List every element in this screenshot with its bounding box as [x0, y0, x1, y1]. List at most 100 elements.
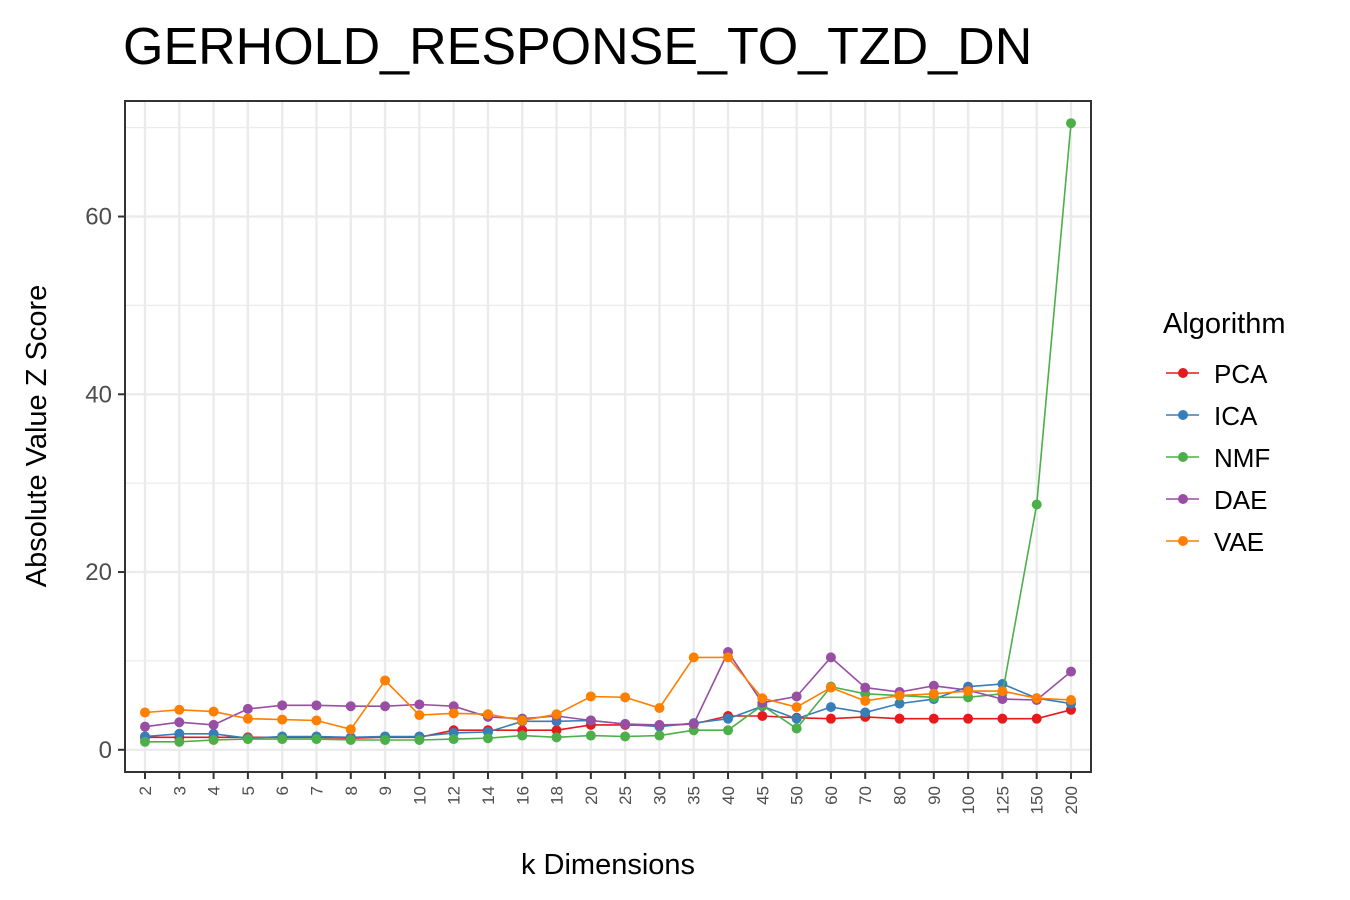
- data-point-dae: [140, 721, 150, 732]
- data-point-nmf: [208, 735, 219, 746]
- legend-item-dae: DAE: [1166, 485, 1267, 515]
- x-tick-label: 4: [205, 786, 224, 795]
- x-tick-label: 30: [650, 786, 669, 805]
- data-point-nmf: [517, 730, 528, 741]
- data-point-dae: [277, 700, 288, 711]
- data-point-vae: [585, 691, 596, 702]
- data-point-nmf: [551, 732, 562, 743]
- series-layer: [140, 118, 1076, 747]
- data-point-nmf: [1031, 499, 1042, 510]
- x-tick-label: 20: [582, 786, 601, 805]
- y-tick-label: 0: [99, 737, 112, 764]
- data-point-dae: [1066, 666, 1076, 677]
- data-point-vae: [448, 708, 459, 719]
- data-point-pca: [928, 713, 939, 724]
- x-tick-label: 80: [891, 786, 910, 805]
- data-point-ica: [723, 713, 734, 724]
- data-point-vae: [963, 686, 974, 697]
- x-tick-label: 3: [170, 786, 189, 795]
- data-point-pca: [894, 713, 905, 724]
- data-point-vae: [757, 693, 768, 704]
- data-point-dae: [620, 719, 631, 730]
- data-point-dae: [791, 691, 802, 702]
- legend-label: PCA: [1214, 359, 1268, 389]
- data-point-vae: [654, 703, 665, 714]
- data-point-nmf: [414, 735, 425, 746]
- x-tick-label: 7: [307, 786, 326, 795]
- data-point-vae: [688, 652, 699, 663]
- data-point-vae: [551, 709, 562, 720]
- x-tick-label: 45: [753, 786, 772, 805]
- legend-item-nmf: NMF: [1166, 443, 1270, 473]
- data-point-dae: [414, 699, 425, 710]
- x-axis-title: k Dimensions: [521, 849, 695, 881]
- data-point-nmf: [723, 725, 734, 736]
- data-point-ica: [791, 713, 802, 724]
- data-point-nmf: [791, 723, 802, 734]
- plot-background: [125, 101, 1091, 772]
- y-tick-label: 40: [85, 381, 112, 408]
- data-point-vae: [311, 715, 322, 726]
- data-point-vae: [791, 702, 802, 713]
- legend-key-point: [1178, 536, 1188, 546]
- data-point-vae: [380, 675, 391, 686]
- data-point-vae: [208, 706, 219, 717]
- data-point-dae: [174, 717, 185, 728]
- y-axis-title: Absolute Value Z Score: [21, 285, 53, 588]
- data-point-dae: [585, 715, 596, 726]
- x-tick-label: 70: [856, 786, 875, 805]
- data-point-nmf: [311, 734, 322, 745]
- x-tick-label: 60: [822, 786, 841, 805]
- x-tick-label: 10: [410, 786, 429, 805]
- x-axis: 2 3 4 5 6 7 8 9 10 12 14 16 18 20 25 30 35 40 45 50 60 70 80 90…: [136, 772, 1081, 814]
- data-point-dae: [380, 701, 391, 712]
- data-point-vae: [517, 715, 528, 726]
- legend-item-pca: PCA: [1166, 359, 1268, 389]
- data-point-nmf: [140, 736, 150, 747]
- series-nmf: [140, 118, 1076, 747]
- data-point-vae: [345, 724, 356, 735]
- data-point-vae: [414, 710, 425, 721]
- legend-title: Algorithm: [1163, 308, 1286, 340]
- x-tick-label: 16: [513, 786, 532, 805]
- data-point-vae: [860, 695, 871, 706]
- data-point-pca: [963, 713, 974, 724]
- plot-border: [124, 100, 1092, 773]
- data-point-vae: [242, 713, 253, 724]
- x-tick-label: 12: [445, 786, 464, 805]
- data-point-vae: [140, 707, 150, 718]
- series-line-nmf: [145, 123, 1072, 743]
- data-point-vae: [620, 692, 631, 703]
- data-point-ica: [860, 707, 871, 718]
- chart-title: GERHOLD_RESPONSE_TO_TZD_DN: [123, 18, 1032, 76]
- x-tick-label: 18: [548, 786, 567, 805]
- data-point-ica: [174, 728, 185, 739]
- legend-item-ica: ICA: [1166, 401, 1258, 431]
- data-point-nmf: [448, 734, 459, 745]
- legend-key-point: [1178, 494, 1188, 504]
- data-point-pca: [1031, 713, 1042, 724]
- series-line-dae: [144, 650, 1072, 728]
- x-tick-label: 25: [616, 786, 635, 805]
- data-point-vae: [928, 688, 939, 699]
- legend-label: ICA: [1214, 401, 1258, 431]
- data-point-dae: [654, 719, 665, 730]
- data-point-dae: [448, 701, 459, 712]
- data-point-vae: [277, 714, 288, 725]
- plot-panel: [125, 101, 1091, 772]
- legend-key-point: [1178, 410, 1188, 420]
- data-point-dae: [928, 680, 939, 691]
- x-tick-label: 35: [685, 786, 704, 805]
- data-point-vae: [894, 690, 905, 701]
- data-point-nmf: [482, 733, 493, 744]
- x-tick-label: 6: [273, 786, 292, 795]
- data-point-pca: [997, 713, 1008, 724]
- legend-label: VAE: [1214, 527, 1264, 557]
- data-point-dae: [242, 703, 253, 714]
- data-point-dae: [997, 694, 1008, 705]
- x-tick-label: 5: [239, 786, 258, 795]
- data-point-nmf: [242, 734, 253, 745]
- x-tick-label: 50: [788, 786, 807, 805]
- data-point-nmf: [380, 735, 391, 746]
